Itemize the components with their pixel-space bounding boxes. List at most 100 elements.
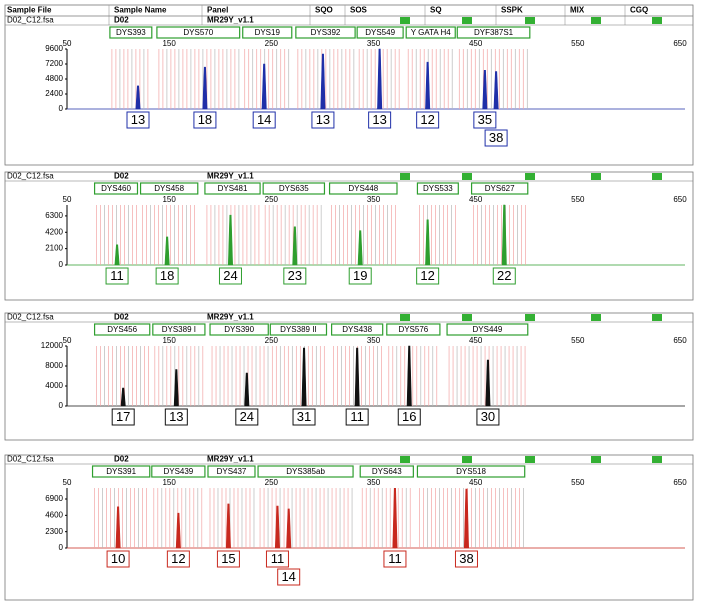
sample-file: D02_C12.fsa	[7, 172, 54, 181]
allele-box	[106, 550, 130, 568]
quality-flag	[462, 314, 472, 321]
marker-box	[93, 323, 151, 336]
peak	[425, 219, 431, 266]
sample-file: D02_C12.fsa	[7, 313, 54, 322]
allele-box	[166, 550, 190, 568]
allele-box	[105, 267, 129, 285]
marker-name: DYS19	[255, 28, 281, 37]
quality-flag	[591, 17, 601, 24]
x-tick-label: 550	[571, 478, 585, 487]
marker-name: DYS439	[163, 467, 193, 476]
allele-box	[235, 408, 259, 426]
marker-name: DYS392	[311, 28, 341, 37]
allele-label: 35	[478, 112, 492, 127]
marker-name: DYS456	[107, 325, 137, 334]
peak	[225, 503, 231, 549]
quality-flag	[462, 456, 472, 463]
marker-box	[93, 182, 139, 195]
peak	[173, 369, 179, 407]
x-tick-label: 50	[63, 336, 72, 345]
marker-name: DYS643	[372, 467, 402, 476]
panel-frame	[4, 312, 694, 441]
quality-flag	[462, 173, 472, 180]
marker-name: DYS448	[348, 184, 378, 193]
peak	[357, 230, 363, 266]
column-header: Sample File	[7, 6, 52, 15]
allele-box	[252, 111, 276, 129]
peak	[392, 488, 398, 549]
allele-label: 14	[257, 112, 271, 127]
allele-box	[164, 408, 188, 426]
x-tick-label: 250	[265, 478, 279, 487]
peak	[202, 66, 208, 110]
allele-box	[416, 111, 440, 129]
y-tick-label: 2300	[45, 527, 63, 536]
peak	[354, 347, 360, 407]
marker-name: DYS460	[101, 184, 131, 193]
marker-box	[262, 182, 326, 195]
marker-name: DYS449	[473, 325, 503, 334]
allele-box	[492, 267, 516, 285]
x-tick-label: 150	[162, 336, 176, 345]
marker-name: Y GATA H4	[411, 28, 452, 37]
allele-label: 18	[198, 112, 212, 127]
allele-label: 13	[131, 112, 145, 127]
x-tick-label: 150	[162, 39, 176, 48]
x-tick-label: 450	[469, 478, 483, 487]
marker-name: DYS481	[218, 184, 248, 193]
allele-label: 12	[420, 112, 434, 127]
peak	[425, 61, 431, 110]
x-tick-label: 450	[469, 336, 483, 345]
panel-name: MR29Y_v1.1	[207, 16, 254, 25]
peak	[274, 505, 280, 549]
panel-frame	[4, 454, 694, 601]
allele-box	[216, 550, 240, 568]
allele-label: 24	[223, 268, 237, 283]
allele-label: 23	[288, 268, 302, 283]
allele-box	[454, 550, 478, 568]
allele-label: 19	[353, 268, 367, 283]
y-tick-label: 9600	[45, 44, 63, 53]
allele-label: 17	[116, 409, 130, 424]
allele-box	[484, 129, 508, 147]
panel-frame	[4, 171, 694, 301]
peak	[377, 48, 383, 110]
allele-box	[126, 111, 150, 129]
quality-flag	[652, 173, 662, 180]
peak	[485, 359, 491, 407]
marker-name: DYS533	[423, 184, 453, 193]
marker-box	[386, 323, 441, 336]
peak	[135, 85, 141, 110]
allele-label: 13	[316, 112, 330, 127]
marker-name: DYS385ab	[286, 467, 325, 476]
allele-box	[368, 111, 392, 129]
quality-flag	[525, 456, 535, 463]
marker-box	[207, 465, 256, 478]
allele-label: 11	[388, 551, 402, 566]
x-tick-label: 250	[265, 336, 279, 345]
allele-box	[383, 550, 407, 568]
column-header: MIX	[570, 6, 585, 15]
y-tick-label: 4800	[45, 74, 63, 83]
marker-name: DYS458	[154, 184, 184, 193]
allele-box	[416, 267, 440, 285]
y-tick-label: 12000	[41, 341, 64, 350]
peak	[493, 71, 499, 110]
marker-name: DYS437	[217, 467, 247, 476]
allele-box	[155, 267, 179, 285]
x-tick-label: 650	[673, 39, 687, 48]
quality-flag	[400, 456, 410, 463]
x-tick-label: 250	[265, 195, 279, 204]
marker-box	[331, 323, 384, 336]
panel-name: MR29Y_v1.1	[207, 455, 254, 464]
y-tick-label: 2100	[45, 244, 63, 253]
peak	[261, 63, 267, 110]
marker-name: DYF387S1	[474, 28, 514, 37]
allele-box	[397, 408, 421, 426]
y-tick-label: 4200	[45, 227, 63, 236]
column-header: SSPK	[501, 6, 523, 15]
y-tick-label: 4600	[45, 510, 63, 519]
quality-flag	[525, 17, 535, 24]
allele-box	[265, 550, 289, 568]
allele-label: 15	[221, 551, 235, 566]
